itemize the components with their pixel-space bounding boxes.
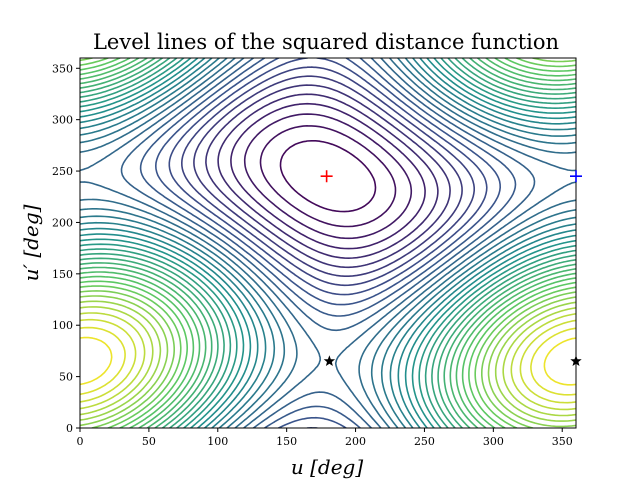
contour-lines	[80, 58, 576, 428]
contour-level	[181, 66, 475, 287]
y-tick-label: 0	[66, 422, 73, 435]
contour-level	[80, 58, 576, 428]
x-tick-label: 50	[142, 435, 156, 448]
x-tick-label: 100	[207, 435, 228, 448]
contour-level	[80, 58, 576, 428]
x-tick-label: 150	[276, 435, 297, 448]
x-tick-label: 300	[483, 435, 504, 448]
x-tick-label: 350	[552, 435, 573, 448]
contour-level	[230, 102, 426, 250]
contour-level	[80, 58, 576, 428]
contour-level	[80, 58, 576, 428]
y-tick-label: 350	[52, 62, 73, 75]
saddle-2-marker	[570, 355, 582, 366]
y-tick-label: 250	[52, 165, 73, 178]
contour-level	[243, 113, 413, 240]
contour-level	[80, 336, 576, 386]
plot-frame	[79, 57, 577, 429]
y-tick-label: 100	[52, 319, 73, 332]
x-axis-label: u [deg]	[291, 455, 363, 479]
contour-level	[80, 58, 576, 428]
maximum-marker	[320, 170, 333, 183]
contour-level	[259, 125, 397, 228]
y-tick-label: 300	[52, 114, 73, 127]
x-tick-label: 200	[345, 435, 366, 448]
contour-level	[120, 58, 536, 428]
contour-level	[80, 58, 576, 428]
contour-level	[80, 58, 576, 428]
contour-level	[80, 295, 576, 428]
y-tick-label: 50	[59, 371, 73, 384]
y-axis-label: u′ [deg]	[19, 204, 43, 281]
contour-level	[80, 58, 576, 428]
contour-level	[193, 75, 463, 277]
saddle-1-marker	[323, 355, 336, 366]
absolute-minimum-marker	[570, 170, 582, 183]
chart-title: Level lines of the squared distance func…	[93, 30, 559, 54]
y-tick-label: 150	[52, 268, 73, 281]
contour-level	[80, 312, 576, 411]
contour-level	[80, 58, 576, 428]
contour-level	[80, 58, 576, 428]
contour-level	[80, 58, 576, 428]
x-tick-label: 0	[77, 435, 84, 448]
contour-level	[155, 58, 501, 428]
contour-level	[217, 93, 439, 259]
contour-level	[205, 84, 451, 269]
y-axis-ticks: 0 50 100 150 200 250 300 350	[52, 62, 80, 435]
x-axis-ticks: 0 50 100 150 200 250 300 350	[77, 428, 573, 448]
contour-level	[80, 300, 576, 422]
y-tick-label: 200	[52, 216, 73, 229]
contour-level	[168, 58, 488, 428]
contour-level	[279, 140, 377, 213]
x-tick-label: 250	[414, 435, 435, 448]
contour-level	[80, 318, 576, 404]
critical-point-markers	[320, 170, 582, 366]
